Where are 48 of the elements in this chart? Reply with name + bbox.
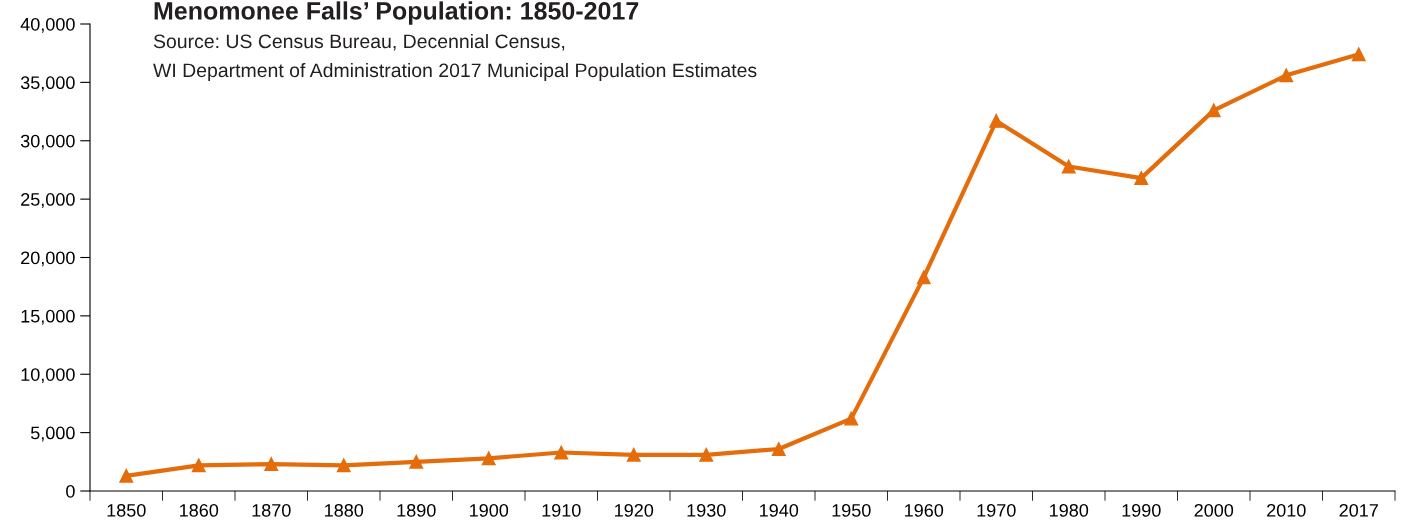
x-tick-label: 1900 xyxy=(470,503,509,517)
point xyxy=(989,113,1004,128)
point xyxy=(191,458,206,473)
point xyxy=(1279,68,1294,83)
point xyxy=(916,270,931,285)
point xyxy=(554,445,569,460)
x-tick-label: 2010 xyxy=(1267,503,1306,517)
point xyxy=(1061,159,1076,174)
x-tick-label: 1980 xyxy=(1050,503,1089,517)
x-tick-label: 1850 xyxy=(107,503,146,517)
annotation: WI Department of Administration 2017 Municipal Population Estimates xyxy=(153,62,757,82)
x-tick-label: 1930 xyxy=(687,503,726,517)
x-tick-label: 2000 xyxy=(1194,503,1234,517)
x-tick-label: 1940 xyxy=(760,503,799,517)
point xyxy=(771,442,786,456)
point xyxy=(1206,103,1221,118)
y-tick-label: 30,000 xyxy=(20,134,75,150)
point xyxy=(409,454,424,469)
point xyxy=(481,451,496,466)
y-tick-label: 35,000 xyxy=(20,76,75,92)
chart-title: Menomonee Falls’ Population: 1850-2017 xyxy=(154,1,639,25)
x-tick-label: 1890 xyxy=(397,503,436,517)
x-tick-label: 1970 xyxy=(977,503,1016,517)
point xyxy=(264,457,279,472)
x-tick-label: 1870 xyxy=(252,503,291,517)
x-tick-label: 1990 xyxy=(1122,503,1161,517)
y-tick-label: 20,000 xyxy=(21,251,75,267)
point xyxy=(699,447,714,462)
point xyxy=(626,447,641,462)
x-tick-label: 1910 xyxy=(542,503,581,517)
annotation: Source: US Census Bureau, Decennial Census, xyxy=(153,33,565,51)
point xyxy=(119,468,134,483)
x-tick-label: 1950 xyxy=(832,503,871,517)
x-tick-label: 1860 xyxy=(180,503,219,517)
point xyxy=(336,458,351,473)
point xyxy=(1351,47,1366,62)
x-tick-label: 1920 xyxy=(615,503,654,517)
y-tick-label: 10,000 xyxy=(21,368,75,384)
x-tick-label: 1880 xyxy=(325,503,364,517)
y-tick-label: 0 xyxy=(66,484,75,498)
point xyxy=(1134,171,1149,186)
y-tick-label: 5,000 xyxy=(30,426,75,442)
y-tick-label: 40,000 xyxy=(20,17,75,33)
x-tick-label: 2017 xyxy=(1339,503,1378,517)
y-tick-label: 25,000 xyxy=(21,193,75,208)
x-tick-label: 1960 xyxy=(905,503,944,517)
point xyxy=(844,411,859,426)
y-tick-label: 15,000 xyxy=(21,309,75,325)
